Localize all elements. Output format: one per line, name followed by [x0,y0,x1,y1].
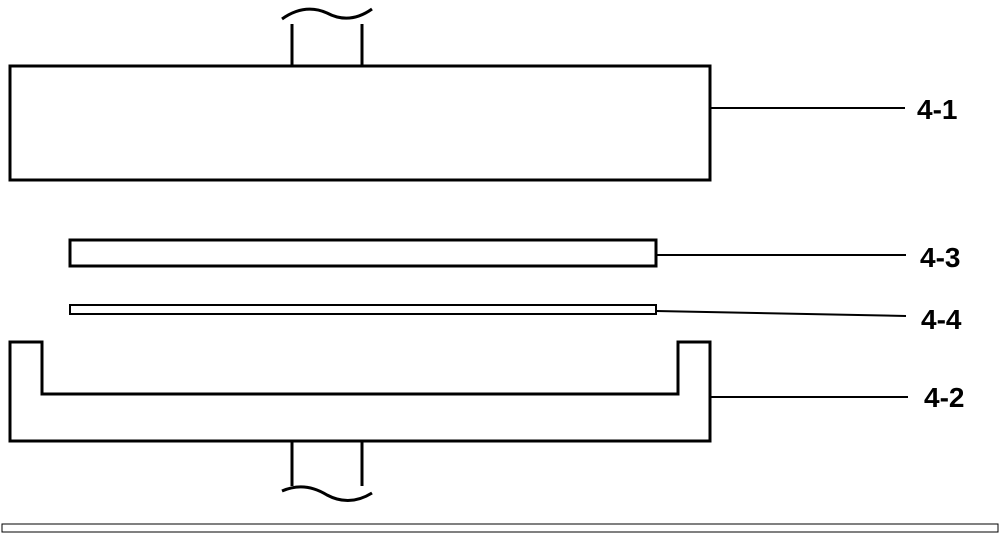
top-stem-path [292,24,362,66]
bottom-tray [10,342,710,441]
label-4-2: 4-2 [924,382,964,414]
label-4-3: 4-3 [920,242,960,274]
top-stem-tilde [282,9,372,19]
top-block [10,66,710,180]
leader-4-4 [656,311,906,316]
thin-line-shape [70,305,656,314]
label-4-1: 4-1 [917,94,957,126]
diagram-canvas [0,0,1000,535]
bottom-stem [282,441,372,501]
bottom-stem-tilde [282,487,372,501]
label-4-4: 4-4 [921,304,961,336]
bottom-stem-path [292,441,362,486]
top-stem [282,9,372,66]
thin-plate [70,240,656,266]
leader-lines [656,108,908,397]
bottom-frame [2,524,998,532]
